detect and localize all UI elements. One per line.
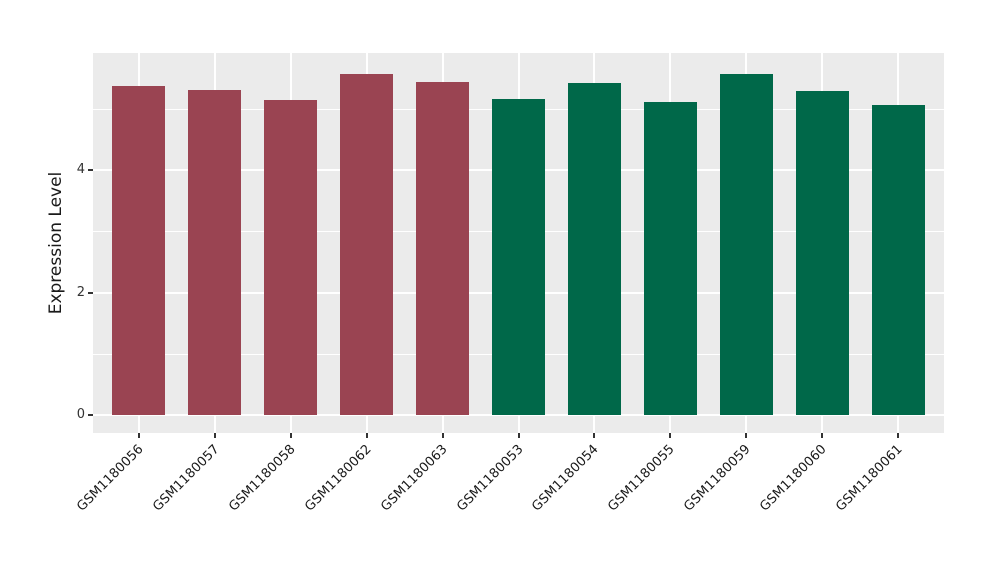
bar-GSM1180055 xyxy=(643,101,698,416)
y-tick-mark xyxy=(88,291,93,294)
x-tick-label-GSM1180061: GSM1180061 xyxy=(833,442,907,515)
x-tick-mark xyxy=(517,433,520,438)
x-tick-mark xyxy=(745,433,748,438)
bar-GSM1180061 xyxy=(871,105,925,416)
x-tick-label-GSM1180054: GSM1180054 xyxy=(529,442,603,515)
bar-GSM1180054 xyxy=(567,82,622,416)
y-axis-title: Expression Level xyxy=(46,171,66,315)
x-tick-mark xyxy=(289,433,292,438)
bar-GSM1180053 xyxy=(491,98,546,416)
x-tick-mark xyxy=(593,433,596,438)
x-tick-mark xyxy=(365,433,368,438)
x-tick-mark xyxy=(137,433,140,438)
bar-GSM1180060 xyxy=(795,90,850,416)
x-tick-mark xyxy=(897,433,900,438)
x-tick-mark xyxy=(821,433,824,438)
y-tick-label: 4 xyxy=(76,162,85,178)
bar-GSM1180059 xyxy=(719,73,774,416)
x-tick-label-GSM1180063: GSM1180063 xyxy=(377,442,451,515)
x-tick-label-GSM1180056: GSM1180056 xyxy=(73,442,147,515)
x-tick-label-GSM1180055: GSM1180055 xyxy=(605,442,679,515)
x-tick-label-GSM1180060: GSM1180060 xyxy=(757,442,831,515)
y-tick-mark xyxy=(88,414,93,417)
bar-GSM1180057 xyxy=(187,90,242,416)
x-tick-mark xyxy=(213,433,216,438)
plot-panel xyxy=(93,53,944,433)
y-tick-label: 0 xyxy=(76,407,85,423)
x-tick-label-GSM1180062: GSM1180062 xyxy=(301,442,375,515)
x-tick-label-GSM1180053: GSM1180053 xyxy=(453,442,527,515)
y-tick-mark xyxy=(88,169,93,172)
x-tick-label-GSM1180059: GSM1180059 xyxy=(681,442,755,515)
x-tick-label-GSM1180058: GSM1180058 xyxy=(225,442,299,515)
bar-GSM1180056 xyxy=(111,86,166,416)
x-tick-mark xyxy=(669,433,672,438)
bar-GSM1180058 xyxy=(263,100,318,416)
x-tick-mark xyxy=(441,433,444,438)
y-tick-label: 2 xyxy=(76,284,85,300)
gridline-major xyxy=(93,414,944,417)
bar-GSM1180062 xyxy=(339,74,394,416)
x-tick-label-GSM1180057: GSM1180057 xyxy=(149,442,223,515)
bar-GSM1180063 xyxy=(415,81,470,416)
